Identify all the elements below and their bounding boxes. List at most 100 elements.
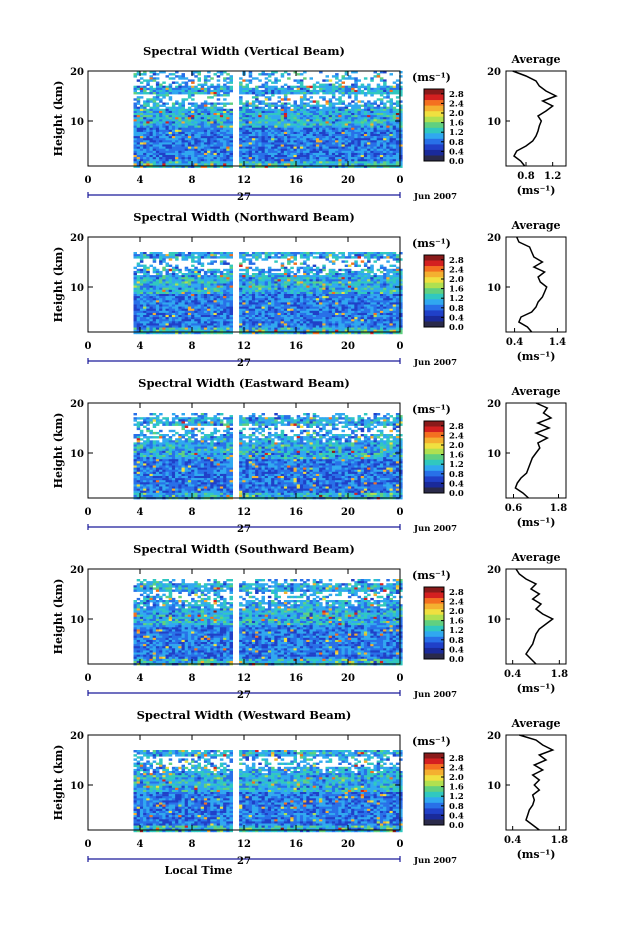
heatmap-cell: [149, 294, 153, 297]
heatmap-cell: [181, 256, 185, 259]
heatmap-cell: [287, 283, 291, 286]
heatmap-cell: [165, 152, 169, 156]
heatmap-cell: [191, 144, 195, 147]
heatmap-cell: [184, 87, 189, 91]
heatmap-cell: [152, 258, 157, 261]
average-y-tick-label: 10: [487, 117, 501, 128]
heatmap-cell: [344, 161, 349, 164]
heatmap-cell: [335, 117, 339, 120]
heatmap-cell: [386, 287, 390, 291]
heatmap-cell: [280, 304, 285, 307]
heatmap-cell: [322, 165, 326, 168]
heatmap-cell: [197, 87, 201, 91]
heatmap-cell: [245, 157, 249, 160]
heatmap-cell: [178, 119, 182, 122]
heatmap-cell: [213, 92, 217, 95]
heatmap-cell: [319, 138, 323, 141]
heatmap-cell: [239, 275, 243, 278]
heatmap-cell: [338, 268, 342, 272]
heatmap-cell: [290, 92, 294, 95]
heatmap-cell: [242, 277, 246, 280]
heatmap-cell: [338, 108, 342, 112]
heatmap-cell: [283, 127, 288, 131]
heatmap-cell: [399, 138, 403, 141]
heatmap-cell: [319, 127, 323, 131]
heatmap-cell: [354, 92, 358, 95]
heatmap-cell: [194, 273, 198, 276]
heatmap-cell: [155, 136, 160, 139]
heatmap-cell: [328, 270, 333, 274]
heatmap-cell: [354, 304, 358, 307]
heatmap-cell: [287, 106, 291, 110]
heatmap-cell: [261, 100, 265, 103]
heatmap-cell: [312, 163, 317, 166]
heatmap-cell: [325, 146, 329, 149]
heatmap-cell: [264, 157, 269, 160]
heatmap-cell: [146, 285, 150, 288]
heatmap-cell: [325, 277, 329, 280]
heatmap-cell: [274, 291, 278, 295]
heatmap-cell: [200, 304, 205, 307]
heatmap-cell: [226, 302, 230, 305]
heatmap-cell: [181, 98, 185, 101]
heatmap-cell: [386, 289, 390, 293]
heatmap-cell: [239, 113, 243, 116]
heatmap-cell: [376, 129, 381, 133]
heatmap-cell: [392, 92, 397, 95]
heatmap-cell: [162, 117, 166, 120]
heatmap-cell: [376, 117, 381, 120]
heatmap-cell: [178, 115, 182, 118]
heatmap-cell: [363, 125, 368, 128]
heatmap-cell: [296, 106, 301, 110]
heatmap-cell: [146, 165, 150, 168]
heatmap-cell: [191, 110, 195, 114]
heatmap-cell: [178, 104, 182, 107]
heatmap-cell: [328, 155, 333, 158]
heatmap-cell: [187, 142, 192, 145]
heatmap-cell: [248, 165, 253, 168]
heatmap-cell: [229, 79, 233, 82]
heatmap-cell: [168, 300, 173, 303]
heatmap-cell: [143, 119, 147, 122]
heatmap-cell: [242, 279, 246, 282]
heatmap-cell: [261, 285, 265, 288]
heatmap-cell: [255, 279, 259, 282]
heatmap-cell: [347, 144, 352, 147]
heatmap-cell: [319, 89, 323, 93]
heatmap-cell: [139, 161, 144, 164]
heatmap-cell: [363, 117, 368, 120]
heatmap-cell: [245, 289, 249, 293]
heatmap-cell: [344, 73, 349, 76]
heatmap-cell: [175, 102, 179, 105]
heatmap-cell: [149, 298, 153, 301]
heatmap-cell: [347, 298, 352, 301]
heatmap-cell: [242, 300, 246, 303]
heatmap-cell: [322, 121, 326, 124]
heatmap-cell: [354, 161, 358, 164]
heatmap-cell: [395, 110, 400, 114]
heatmap-cell: [187, 106, 192, 110]
heatmap-cell: [229, 279, 233, 282]
heatmap-cell: [136, 108, 141, 112]
heatmap-cell: [274, 142, 278, 145]
heatmap-cell: [178, 159, 182, 162]
heatmap-cell: [155, 273, 160, 276]
heatmap-cell: [197, 131, 201, 135]
heatmap-cell: [194, 87, 198, 91]
heatmap-cell: [213, 270, 217, 274]
heatmap-cell: [184, 150, 189, 154]
heatmap-cell: [168, 273, 173, 276]
heatmap-cell: [395, 279, 400, 282]
heatmap-cell: [162, 94, 166, 97]
heatmap-cell: [229, 115, 233, 118]
heatmap-cell: [271, 134, 275, 137]
heatmap-cell: [312, 300, 317, 303]
heatmap-cell: [175, 134, 179, 137]
heatmap-cell: [203, 277, 208, 280]
heatmap-cell: [351, 150, 355, 154]
heatmap-cell: [139, 281, 144, 284]
heatmap-cell: [293, 104, 297, 107]
heatmap-cell: [341, 136, 345, 139]
heatmap-cell: [168, 92, 173, 95]
heatmap-cell: [370, 302, 374, 305]
